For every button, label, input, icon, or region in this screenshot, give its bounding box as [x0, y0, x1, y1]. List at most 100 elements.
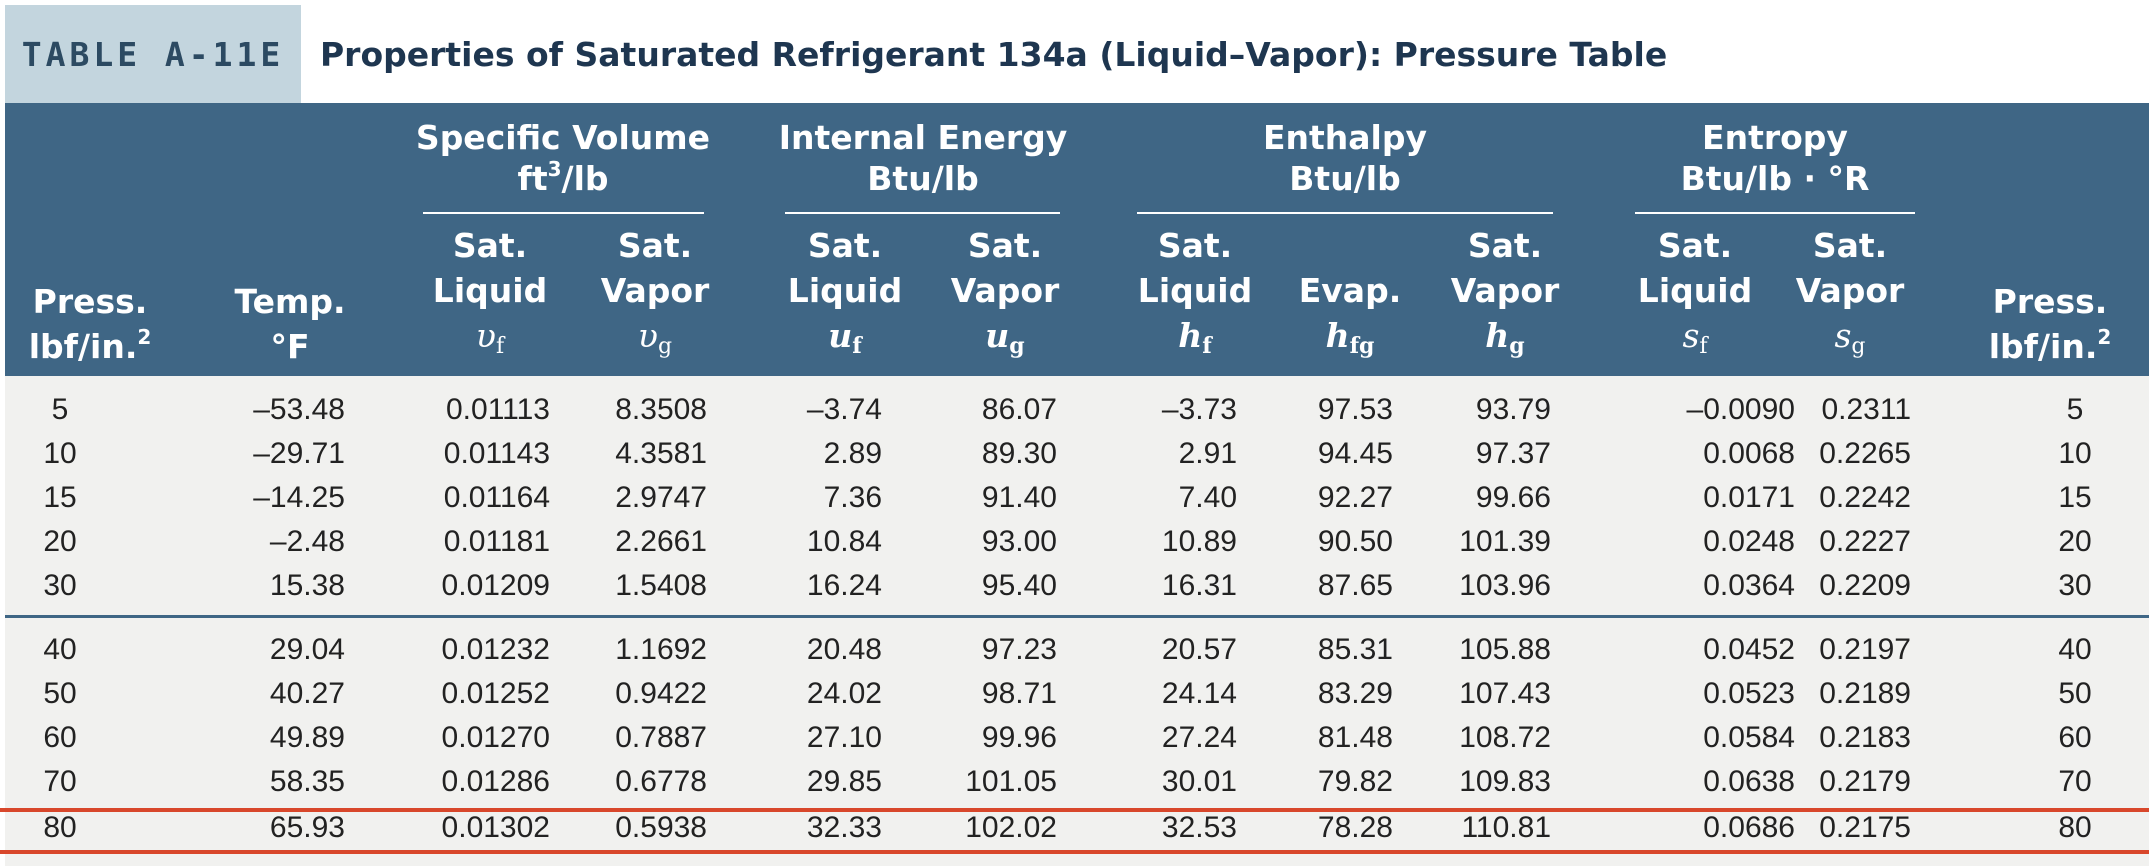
- group-specific-volume: Specific Volume ft3/lb: [413, 117, 713, 198]
- table-body: [5, 376, 2149, 866]
- cell-vg: 1.1692: [615, 633, 707, 666]
- cell-sf: 0.0248: [1703, 525, 1795, 558]
- col-hfg: Evap. hfg: [1298, 271, 1402, 359]
- highlight-bottom: [0, 850, 2149, 854]
- cell-ug: 99.96: [981, 721, 1057, 754]
- cell-press-right: 70: [2058, 765, 2092, 798]
- table-row: 30 15.38 0.01209 1.5408 16.24 95.40 16.31 87.65…: [5, 563, 2149, 608]
- cell-sf: 0.0523: [1703, 677, 1795, 710]
- table-label: TABLE A-11E: [5, 5, 301, 103]
- cell-hf: 32.53: [1161, 811, 1237, 844]
- col-vf: Sat. Liquid υf: [432, 226, 548, 359]
- cell-temp: –53.48: [253, 393, 345, 426]
- cell-vf: 0.01270: [441, 721, 550, 754]
- cell-vg: 0.9422: [615, 677, 707, 710]
- table-row: 15 –14.25 0.01164 2.9747 7.36 91.40 7.40 92.27 9…: [5, 475, 2149, 520]
- table-row: 70 58.35 0.01286 0.6778 29.85 101.05 30.01 79.8…: [5, 759, 2149, 804]
- cell-vg: 1.5408: [615, 569, 707, 602]
- col-hg: Sat. Vapor hg: [1450, 226, 1560, 359]
- cell-ug: 98.71: [981, 677, 1057, 710]
- col-sg: Sat. Vapor sg: [1795, 226, 1905, 359]
- cell-temp: –2.48: [269, 525, 345, 558]
- rule-enthalpy: [1137, 212, 1553, 214]
- cell-sf: 0.0068: [1703, 437, 1795, 470]
- cell-hg: 99.66: [1475, 481, 1551, 514]
- cell-press: 10: [43, 437, 77, 470]
- cell-ug: 93.00: [981, 525, 1057, 558]
- hf-symbol: h: [1178, 316, 1203, 355]
- cell-press: 40: [43, 633, 77, 666]
- cell-temp: 58.35: [269, 765, 345, 798]
- cell-press-right: 60: [2058, 721, 2092, 754]
- table-header: Specific Volume ft3/lb Internal Energy B…: [5, 103, 2149, 376]
- cell-hf: –3.73: [1161, 393, 1237, 426]
- cell-press-right: 40: [2058, 633, 2092, 666]
- col-ug: Sat. Vapor ug: [950, 226, 1060, 359]
- cell-press-right: 10: [2058, 437, 2092, 470]
- cell-temp: 15.38: [269, 569, 345, 602]
- cell-sg: 0.2311: [1821, 393, 1911, 426]
- highlight-top: [0, 808, 2149, 812]
- group-internal-energy-title: Internal Energy: [778, 118, 1068, 157]
- cell-sf: 0.0638: [1703, 765, 1795, 798]
- cell-press-right: 15: [2058, 481, 2092, 514]
- cell-ug: 102.02: [965, 811, 1057, 844]
- cell-hg: 103.96: [1459, 569, 1551, 602]
- cell-hf: 27.24: [1161, 721, 1237, 754]
- table-row: 60 49.89 0.01270 0.7887 27.10 99.96 27.24 81.48…: [5, 715, 2149, 760]
- cell-temp: 40.27: [269, 677, 345, 710]
- vf-symbol: υ: [475, 316, 496, 355]
- cell-temp: 29.04: [269, 633, 345, 666]
- cell-vg: 8.3508: [615, 393, 707, 426]
- cell-press: 80: [43, 811, 77, 844]
- cell-press: 70: [43, 765, 77, 798]
- cell-vg: 0.6778: [615, 765, 707, 798]
- cell-press: 30: [43, 569, 77, 602]
- cell-hfg: 78.28: [1317, 811, 1393, 844]
- group-enthalpy-title: Enthalpy: [1262, 118, 1428, 157]
- sf-symbol: s: [1682, 316, 1700, 355]
- cell-sf: 0.0686: [1703, 811, 1795, 844]
- cell-press: 20: [43, 525, 77, 558]
- cell-hf: 24.14: [1161, 677, 1237, 710]
- cell-sf: –0.0090: [1686, 393, 1795, 426]
- table-title: Properties of Saturated Refrigerant 134a…: [320, 34, 1668, 74]
- cell-hg: 107.43: [1459, 677, 1551, 710]
- cell-uf: 24.02: [806, 677, 882, 710]
- cell-sg: 0.2209: [1819, 569, 1911, 602]
- col-uf: Sat. Liquid uf: [787, 226, 903, 359]
- cell-vf: 0.01232: [441, 633, 550, 666]
- cell-hfg: 92.27: [1317, 481, 1393, 514]
- cell-sg: 0.2179: [1819, 765, 1911, 798]
- hfg-symbol: h: [1325, 316, 1350, 355]
- col-vg: Sat. Vapor υg: [600, 226, 710, 359]
- cell-ug: 91.40: [981, 481, 1057, 514]
- cell-vf: 0.01209: [441, 569, 550, 602]
- cell-uf: 27.10: [806, 721, 882, 754]
- cell-hg: 108.72: [1459, 721, 1551, 754]
- cell-sg: 0.2227: [1819, 525, 1911, 558]
- table-row: 5 –53.48 0.01113 8.3508 –3.74 86.07 –3.73 97.53…: [5, 387, 2149, 432]
- group-entropy: Entropy Btu/lb · °R: [1625, 117, 1925, 198]
- cell-hfg: 94.45: [1317, 437, 1393, 470]
- cell-vf: 0.01164: [443, 481, 550, 514]
- col-press-left: Press. lbf/in.2: [28, 282, 152, 366]
- group-entropy-units: Btu/lb · °R: [1680, 159, 1870, 198]
- table-row: 10 –29.71 0.01143 4.3581 2.89 89.30 2.91 94.45 9…: [5, 431, 2149, 476]
- cell-hg: 109.83: [1459, 765, 1551, 798]
- cell-uf: –3.74: [806, 393, 882, 426]
- cell-press-right: 20: [2058, 525, 2092, 558]
- table-row: 40 29.04 0.01232 1.1692 20.48 97.23 20.57 85.31…: [5, 627, 2149, 672]
- cell-sg: 0.2175: [1819, 811, 1911, 844]
- cell-press: 15: [43, 481, 77, 514]
- cell-vf: 0.01143: [443, 437, 550, 470]
- cell-hg: 97.37: [1475, 437, 1551, 470]
- cell-vf: 0.01286: [441, 765, 550, 798]
- cell-uf: 32.33: [806, 811, 882, 844]
- cell-hf: 30.01: [1161, 765, 1237, 798]
- cell-press: 50: [43, 677, 77, 710]
- cell-press: 60: [43, 721, 77, 754]
- group-enthalpy-units: Btu/lb: [1289, 159, 1401, 198]
- cell-hg: 110.81: [1461, 811, 1551, 844]
- cell-sg: 0.2265: [1819, 437, 1911, 470]
